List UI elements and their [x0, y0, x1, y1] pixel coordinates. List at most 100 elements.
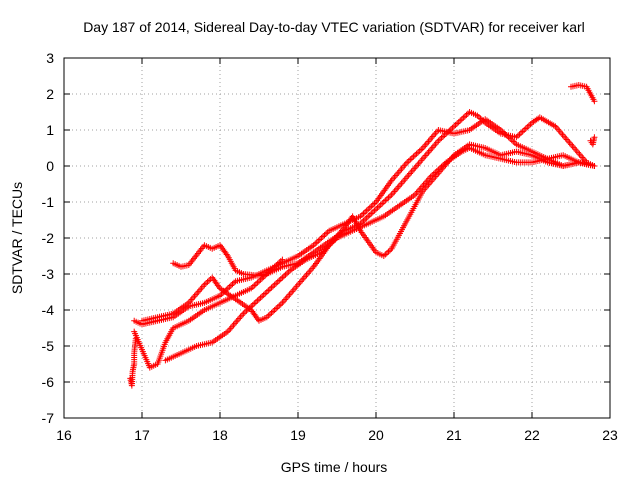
y-tick-label: 0 — [46, 158, 54, 174]
data-point-track-a — [371, 207, 378, 214]
data-point-track-e — [365, 206, 372, 213]
data-point-track-a — [368, 210, 375, 217]
data-point-track-a — [440, 133, 447, 140]
x-tick-label: 22 — [524, 427, 540, 443]
data-point-track-e — [319, 233, 326, 240]
data-point-track-b — [259, 293, 266, 300]
data-point-track-c — [270, 308, 277, 315]
data-point-track-a — [376, 203, 383, 210]
data-point-track-e — [321, 232, 328, 239]
data-point-track-a — [254, 279, 261, 286]
y-tick-label: 3 — [46, 50, 54, 66]
data-point-track-a — [460, 114, 467, 121]
data-point-track-a — [373, 206, 379, 213]
data-point-track-e — [415, 149, 422, 156]
data-point-track-e — [416, 147, 423, 154]
data-point-track-b — [279, 274, 286, 281]
x-tick-label: 19 — [290, 427, 306, 443]
data-point-track-a — [454, 120, 461, 127]
data-point-track-a — [385, 194, 392, 201]
data-point-track-e — [407, 156, 414, 163]
data-point-track-a — [452, 121, 459, 128]
data-point-track-c — [266, 311, 273, 318]
data-point-track-e — [315, 237, 322, 244]
data-point-track-a — [458, 116, 465, 123]
data-point-track-a — [383, 196, 390, 203]
y-tick-label: -6 — [42, 374, 55, 390]
data-point-track-g — [132, 335, 139, 342]
data-point-track-a — [436, 136, 443, 143]
grid — [64, 58, 610, 418]
data-point-track-e — [371, 200, 378, 207]
data-point-track-e — [366, 204, 373, 211]
data-point-track-e — [313, 239, 320, 246]
data-point-track-e — [413, 150, 420, 157]
data-point-track-a — [360, 217, 367, 224]
data-points — [127, 82, 598, 389]
data-point-track-b — [252, 299, 259, 306]
data-point-track-e — [412, 152, 418, 159]
chart-title: Day 187 of 2014, Sidereal Day-to-day VTE… — [83, 19, 585, 35]
y-tick-label: -7 — [42, 410, 55, 426]
data-point-track-a — [438, 134, 445, 141]
data-point-track-a — [457, 117, 464, 124]
data-point-track-b — [284, 270, 291, 277]
data-point-track-a — [362, 216, 369, 223]
data-point-track-b — [273, 280, 280, 287]
data-point-track-a — [382, 197, 389, 204]
data-point-track-b — [251, 300, 258, 307]
data-point-track-a — [366, 211, 373, 218]
data-point-track-b — [277, 276, 284, 283]
data-point-track-c — [204, 278, 211, 285]
x-tick-label: 17 — [134, 427, 150, 443]
data-point-track-b — [270, 283, 277, 290]
data-point-track-c — [382, 251, 389, 258]
data-point-track-e — [312, 240, 319, 247]
data-point-track-e — [227, 282, 234, 289]
x-tick-labels: 16 17 18 19 20 21 22 23 — [56, 427, 618, 443]
data-point-track-c — [268, 309, 275, 316]
data-point-track-b — [262, 290, 269, 297]
data-point-track-b — [249, 301, 256, 308]
data-point-track-e — [591, 163, 598, 169]
data-point-track-e — [318, 235, 325, 241]
data-point-track-b — [257, 294, 264, 301]
y-tick-labels: -7 -6 -5 -4 -3 -2 -1 0 1 2 3 — [42, 50, 55, 426]
x-tick-label: 23 — [602, 427, 618, 443]
data-point-track-e — [363, 207, 370, 214]
data-point-track-c — [273, 305, 280, 312]
data-point-track-a — [251, 282, 258, 289]
data-point-track-a — [252, 281, 259, 288]
data-point-track-c — [271, 307, 278, 313]
data-point-track-a — [522, 125, 529, 132]
data-point-track-a — [465, 110, 472, 117]
data-point-track-a — [363, 214, 370, 221]
data-point-track-a — [451, 123, 457, 130]
data-point-track-a — [525, 122, 532, 129]
data-point-track-e — [405, 157, 412, 164]
data-point-track-a — [521, 127, 528, 133]
x-tick-label: 21 — [446, 427, 462, 443]
y-axis-label: SDTVAR / TECUs — [9, 182, 25, 294]
axis-ticks — [63, 57, 611, 419]
data-point-track-b — [271, 281, 278, 288]
data-point-track-b — [254, 297, 261, 304]
data-point-track-a — [518, 129, 525, 136]
data-point-track-e — [362, 209, 369, 216]
y-tick-label: -5 — [42, 338, 55, 354]
data-point-track-c — [206, 277, 213, 284]
y-tick-label: 1 — [46, 122, 54, 138]
data-point-track-c — [385, 248, 392, 255]
data-point-track-e — [323, 230, 330, 237]
data-point-track-a — [455, 119, 462, 126]
data-point-track-c — [276, 302, 283, 309]
y-tick-label: -2 — [42, 230, 55, 246]
data-point-track-a — [524, 124, 531, 131]
data-point-track-b — [265, 287, 272, 294]
data-point-track-g — [591, 134, 598, 141]
data-point-track-b — [266, 286, 273, 293]
data-point-track-e — [508, 137, 515, 144]
data-point-track-e — [368, 203, 375, 210]
data-point-track-c — [274, 304, 281, 311]
